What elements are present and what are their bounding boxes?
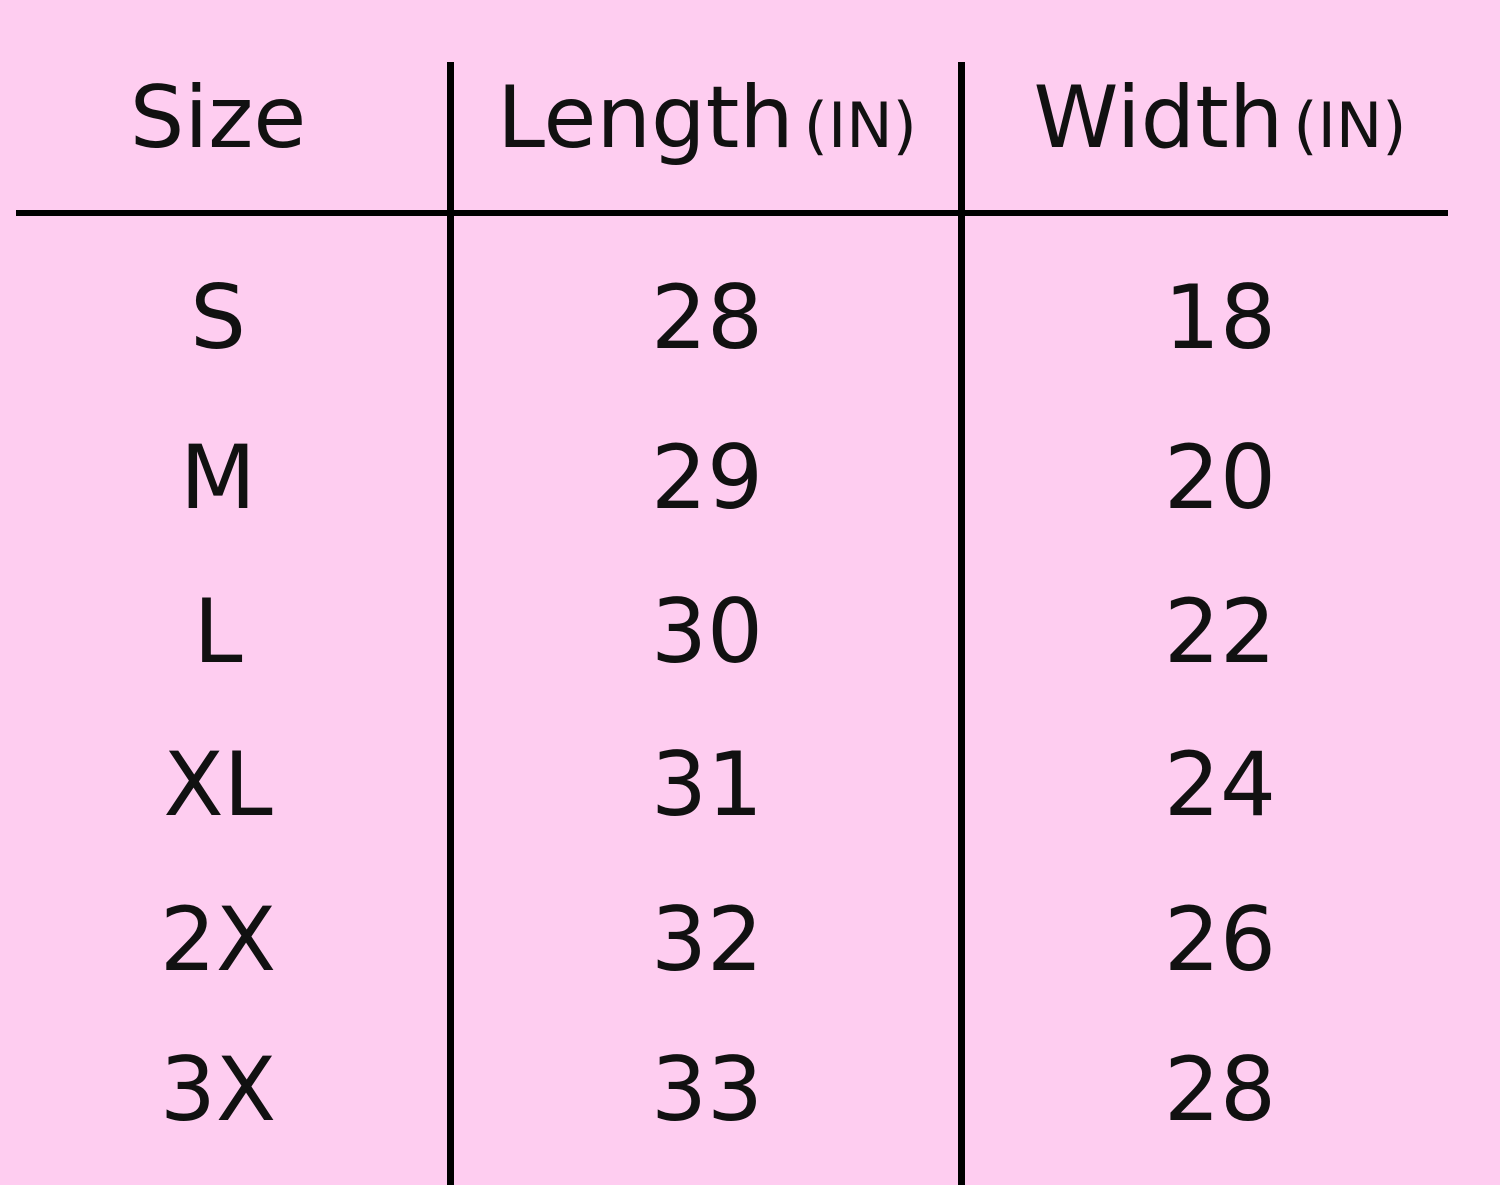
- measurement: 18: [1164, 266, 1276, 369]
- header-cell: Size: [130, 75, 307, 161]
- measurement: 32: [651, 888, 763, 991]
- measurement: 28: [651, 266, 763, 369]
- measurement: 22: [1164, 580, 1276, 683]
- measurement: 33: [651, 1038, 763, 1141]
- header-rule: [16, 210, 1448, 216]
- measurement: 29: [651, 426, 763, 529]
- measurement: 26: [1164, 888, 1276, 991]
- column-divider: [958, 62, 965, 1185]
- header-text: Width: [1033, 68, 1284, 168]
- size-label: 2X: [159, 888, 277, 991]
- header-cell: Length (IN): [497, 75, 917, 161]
- header-unit: (IN): [803, 89, 917, 162]
- measurement: 28: [1164, 1038, 1276, 1141]
- measurement: 30: [651, 580, 763, 683]
- header-text: Length: [497, 68, 794, 168]
- measurement: 31: [651, 733, 763, 836]
- header-cell: Width (IN): [1034, 75, 1407, 161]
- header-unit: (IN): [1293, 89, 1407, 162]
- measurement: 20: [1164, 426, 1276, 529]
- size-label: S: [190, 266, 246, 369]
- size-label: L: [193, 580, 243, 683]
- size-label: XL: [163, 733, 273, 836]
- column-divider: [447, 62, 454, 1185]
- measurement: 24: [1164, 733, 1276, 836]
- header-text: Size: [129, 68, 307, 168]
- size-label: 3X: [159, 1038, 277, 1141]
- size-label: M: [180, 426, 256, 529]
